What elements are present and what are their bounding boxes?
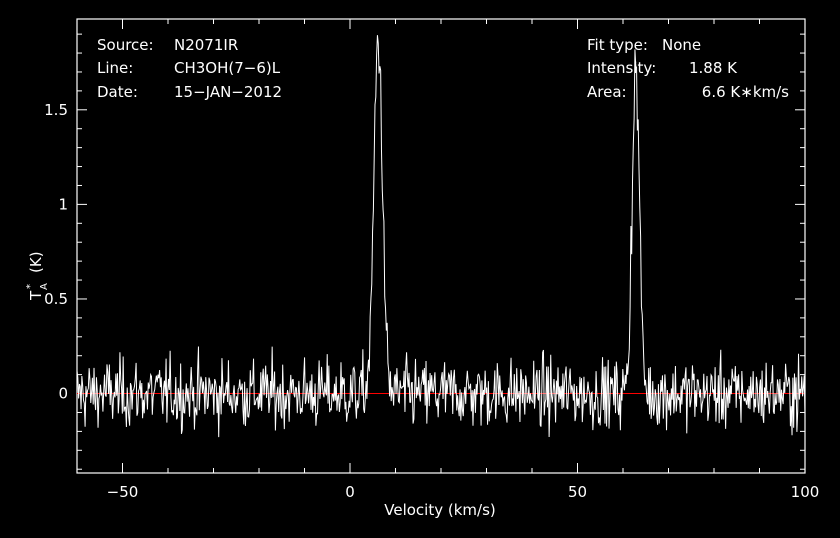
area-value: 6.6 K∗km/s <box>702 83 789 101</box>
date-value: 15−JAN−2012 <box>174 83 282 101</box>
y-tick-label: 0.5 <box>44 290 68 308</box>
x-tick-label: 0 <box>345 483 355 501</box>
y-tick-label: 1 <box>58 195 68 213</box>
y-tick-label: 0 <box>58 385 68 403</box>
y-axis-label-unit: (K) <box>27 251 45 273</box>
line-value: CH3OH(7−6)L <box>174 59 281 77</box>
intensity-label: Intensity: <box>587 59 656 77</box>
y-tick-label: 1.5 <box>44 101 68 119</box>
x-axis-label: Velocity (km/s) <box>384 501 495 519</box>
source-label: Source: <box>97 36 154 54</box>
y-axis-label-symbol: T <box>27 290 45 301</box>
date-label: Date: <box>97 83 138 101</box>
axis-ticks <box>76 19 806 473</box>
line-label: Line: <box>97 59 133 77</box>
y-axis-label-superscript: * <box>25 284 36 289</box>
fit-type-label: Fit type: <box>587 36 648 54</box>
intensity-value: 1.88 K <box>689 59 738 77</box>
y-tick-labels: 0 0.5 1 1.5 <box>44 101 68 403</box>
x-tick-labels: −50 0 50 100 <box>107 483 820 501</box>
info-right: Fit type: None Intensity: 1.88 K Area: 6… <box>587 36 789 101</box>
y-axis-label-subscript: A <box>39 283 50 290</box>
x-tick-label: 50 <box>568 483 587 501</box>
x-tick-label: −50 <box>107 483 139 501</box>
info-left: Source: N2071IR Line: CH3OH(7−6)L Date: … <box>97 36 282 101</box>
area-label: Area: <box>587 83 627 101</box>
fit-type-value: None <box>662 36 701 54</box>
y-axis-label: T A * (K) <box>25 251 50 301</box>
source-value: N2071IR <box>174 36 238 54</box>
x-tick-label: 100 <box>791 483 820 501</box>
spectrum-series-line <box>76 35 806 438</box>
